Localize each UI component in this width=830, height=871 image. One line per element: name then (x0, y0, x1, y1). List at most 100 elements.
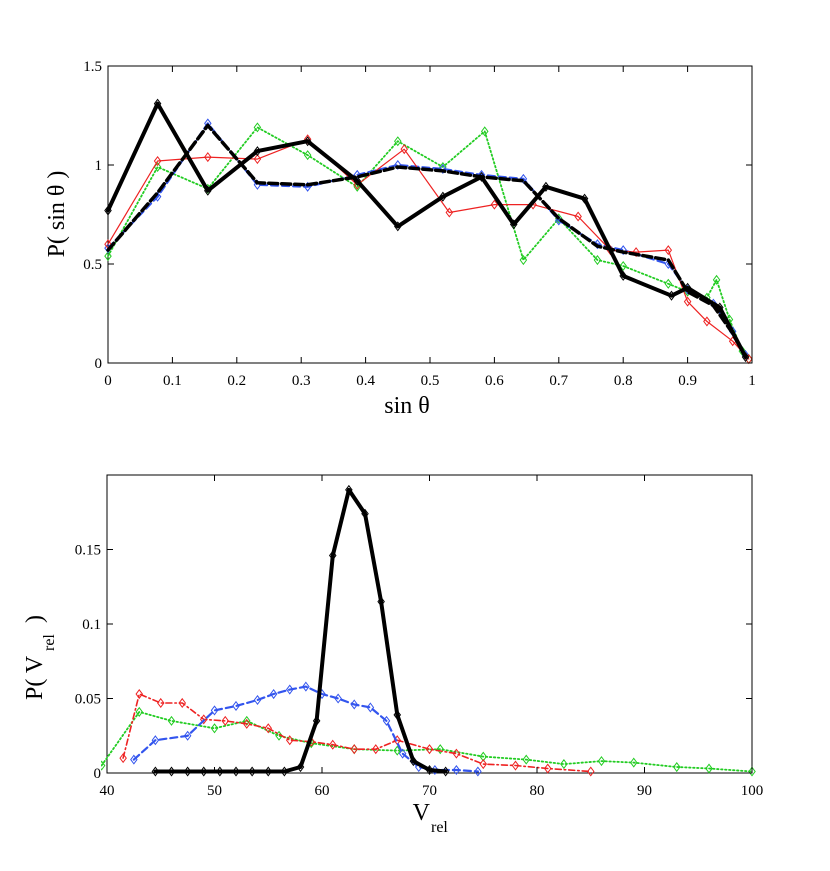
bottom-tick-layer: 40 50 60 70 80 90 100 0 0.05 0.1 0.15 (75, 475, 764, 799)
bottom-point-black-solid (183, 766, 192, 777)
bottom-point-red-dashdot (199, 714, 208, 725)
top-point-green-dotted (480, 126, 489, 137)
bottom-point-black-solid (328, 550, 337, 561)
bottom-x-tick-label: 50 (207, 783, 222, 799)
bottom-series-layer (101, 484, 756, 777)
bottom-point-blue-dashed (350, 699, 359, 710)
top-x-tick-label: 0.4 (356, 373, 375, 389)
bottom-point-red-dashdot (221, 715, 230, 726)
top-x-tick-label: 0.3 (292, 373, 311, 389)
bottom-point-black-solid (280, 766, 289, 777)
bottom-point-green-dotted (275, 730, 283, 741)
bottom-point-green-dotted (436, 744, 445, 755)
top-point-blue-dashed (619, 245, 627, 256)
top-point-black-solid (204, 185, 212, 196)
bottom-point-red-dashdot (156, 697, 165, 709)
bottom-point-black-solid (361, 508, 369, 519)
bottom-x-axis-label-subscript: rel (431, 819, 448, 836)
top-point-green-dotted (712, 274, 721, 285)
top-point-green-dotted (394, 136, 402, 147)
bottom-series-line-blue-dashed (132, 685, 479, 773)
bottom-point-black-solid (393, 709, 402, 720)
bottom-point-green-dotted (101, 760, 106, 771)
bottom-y-tick-label: 0.1 (82, 617, 101, 633)
top-point-black-solid (303, 136, 312, 147)
bottom-y-tick-label: 0.05 (75, 692, 101, 708)
bottom-point-red-dashdot (285, 735, 294, 746)
top-x-axis-label: sin θ (384, 393, 430, 419)
bottom-point-green-dotted (597, 756, 606, 767)
bottom-point-blue-dashed (183, 730, 192, 741)
bottom-x-tick-label: 100 (741, 783, 764, 799)
top-point-black-solid (394, 221, 402, 232)
bottom-point-black-solid (216, 766, 224, 777)
bottom-point-green-dotted (672, 762, 681, 773)
bottom-point-black-solid (167, 766, 176, 777)
top-x-tick-label: 0.5 (421, 373, 440, 389)
bottom-y-tick-label: 0.15 (75, 543, 101, 559)
bottom-point-blue-dashed (253, 694, 262, 706)
top-point-red-solid-plus (683, 296, 692, 307)
bottom-x-tick-label: 60 (315, 783, 330, 799)
top-plot-frame (107, 65, 753, 364)
bottom-x-axis-label: V (413, 800, 431, 826)
top-y-tick-label: 0.5 (83, 257, 102, 273)
top-point-red-solid-plus (664, 245, 673, 256)
bottom-point-green-dotted (705, 763, 713, 774)
top-point-red-solid-plus (445, 207, 454, 218)
bottom-point-blue-dashed (232, 700, 240, 711)
top-point-green-dotted (519, 255, 528, 266)
bottom-point-black-solid (248, 766, 256, 777)
top-y-tick-label: 1 (95, 158, 103, 174)
bottom-point-blue-dashed (210, 705, 219, 716)
top-point-red-solid-plus (253, 154, 262, 165)
bottom-point-green-dotted (629, 757, 638, 768)
bottom-point-blue-dashed (130, 754, 138, 765)
bottom-point-black-solid (377, 596, 385, 607)
top-point-black-solid (509, 219, 518, 230)
top-point-black-solid (104, 205, 112, 216)
bottom-y-axis-label: P( V rel ) (22, 615, 58, 700)
top-point-black-solid (253, 146, 262, 157)
bottom-point-green-dotted (560, 759, 568, 770)
bottom-point-red-dashdot (543, 763, 552, 774)
top-point-black-solid (667, 290, 676, 301)
top-x-tick-label: 0.1 (163, 373, 182, 389)
bottom-y-axis-label-main: P( V (22, 655, 48, 700)
top-point-black-solid (153, 98, 162, 109)
top-x-tick-label: 0.7 (549, 373, 568, 389)
bottom-point-blue-dashed (334, 693, 342, 704)
bottom-point-red-dashdot (264, 723, 273, 734)
bottom-point-red-dashdot (135, 688, 144, 700)
bottom-x-tick-label: 80 (530, 783, 545, 799)
bottom-x-axis-label-main: V (413, 800, 431, 826)
bottom-point-blue-dashed (285, 684, 294, 695)
bottom-series-line-black-solid (153, 487, 448, 774)
bottom-series-group (101, 484, 756, 777)
bottom-point-red-dashdot (178, 697, 187, 709)
bottom-point-red-dashdot (371, 744, 380, 755)
top-point-green-dotted (619, 260, 627, 272)
bottom-x-tick-label: 40 (100, 783, 115, 799)
bottom-point-red-dashdot (350, 744, 359, 755)
bottom-point-blue-dashed (151, 735, 160, 746)
top-point-black-solid (542, 181, 550, 192)
top-tick-layer: 0 0.1 0.2 0.3 0.4 0.5 0.6 0.7 0.8 0.9 1 0 0.5 1 1.5 (83, 59, 756, 389)
bottom-point-black-solid (151, 766, 160, 777)
top-point-black-solid (619, 270, 627, 281)
top-x-tick-label: 0.9 (678, 373, 697, 389)
top-point-black-solid (580, 193, 589, 204)
bottom-point-red-dashdot (242, 718, 251, 729)
top-point-red-solid-plus (490, 199, 499, 210)
top-point-black-solid (683, 282, 692, 293)
top-point-green-dotted (253, 122, 262, 133)
bottom-point-red-dashdot (328, 739, 337, 750)
bottom-point-black-solid (232, 766, 240, 777)
top-point-green-dotted (664, 278, 673, 289)
top-x-tick-label: 0.2 (227, 373, 246, 389)
top-point-black-solid (741, 352, 750, 363)
top-point-red-solid-plus (703, 316, 711, 327)
top-point-blue-dashed (394, 159, 402, 171)
bottom-point-green-dotted (210, 723, 219, 734)
